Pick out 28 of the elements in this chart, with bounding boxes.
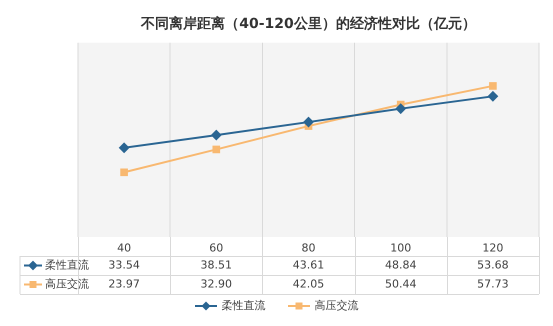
data-label: 50.44 bbox=[384, 277, 416, 290]
x-tick-label: 100 bbox=[390, 241, 412, 254]
data-label: 42.05 bbox=[292, 277, 324, 290]
data-label: 23.97 bbox=[108, 277, 140, 290]
point bbox=[488, 91, 498, 102]
data-label: 43.61 bbox=[292, 258, 324, 272]
data-label: 48.84 bbox=[384, 258, 416, 272]
legend-label: 柔性直流 bbox=[45, 258, 89, 272]
data-label: 57.73 bbox=[477, 277, 509, 290]
point bbox=[120, 168, 128, 176]
chart-title: 不同离岸距离（40-120公里）的经济性对比（亿元） bbox=[140, 15, 476, 32]
x-tick-label: 120 bbox=[482, 241, 504, 254]
point bbox=[396, 104, 406, 114]
point bbox=[211, 130, 222, 140]
data-label: 33.54 bbox=[108, 258, 140, 272]
point bbox=[489, 82, 497, 90]
text: 高压交流 bbox=[314, 299, 358, 312]
data-label: 38.51 bbox=[200, 258, 232, 272]
x-tick-label: 40 bbox=[117, 241, 132, 254]
x-tick-label: 60 bbox=[209, 241, 224, 254]
point bbox=[212, 146, 220, 154]
data-label: 32.90 bbox=[200, 277, 232, 290]
legend-label: 高压交流 bbox=[45, 277, 89, 290]
point bbox=[119, 142, 130, 153]
data-label: 53.68 bbox=[477, 258, 509, 272]
point bbox=[304, 117, 314, 128]
text: 柔性直流 bbox=[222, 299, 266, 312]
x-tick-label: 80 bbox=[302, 241, 316, 254]
